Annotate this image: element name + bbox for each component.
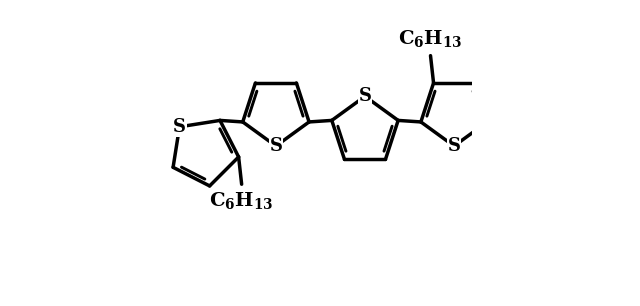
Text: S: S [269,137,282,155]
Text: S: S [173,118,186,136]
Text: S: S [447,137,461,155]
Text: $\mathregular{C_6H_{13}}$: $\mathregular{C_6H_{13}}$ [209,190,274,211]
Text: $\mathregular{C_6H_{13}}$: $\mathregular{C_6H_{13}}$ [398,28,463,50]
Text: S: S [358,87,371,105]
